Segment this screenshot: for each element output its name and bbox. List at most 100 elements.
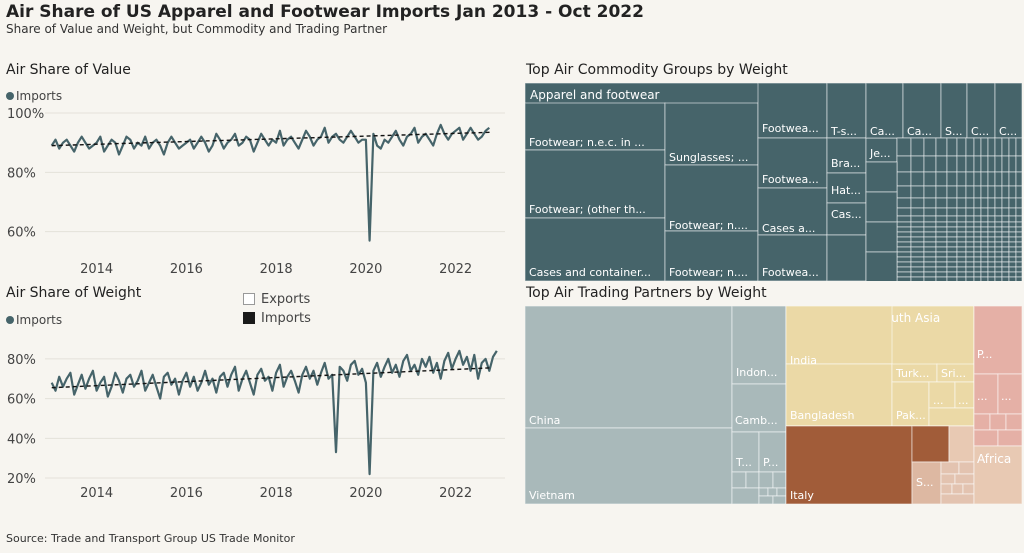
- treemap-cell[interactable]: [776, 487, 787, 497]
- treemap-cell[interactable]: [1001, 241, 1010, 248]
- treemap-cell[interactable]: [935, 231, 948, 238]
- treemap-cell[interactable]: [946, 221, 958, 228]
- treemap-cell[interactable]: [973, 306, 1022, 375]
- treemap-cell[interactable]: [965, 207, 975, 217]
- treemap-cell[interactable]: [1008, 266, 1017, 273]
- treemap-cell[interactable]: [1015, 155, 1022, 173]
- treemap-cell[interactable]: [973, 155, 982, 173]
- treemap-cell[interactable]: [923, 207, 937, 217]
- treemap-cell[interactable]: [1001, 236, 1010, 243]
- treemap-cell[interactable]: [973, 207, 982, 217]
- treemap-cell[interactable]: [965, 197, 975, 209]
- treemap-cell[interactable]: [987, 137, 996, 157]
- treemap-cell[interactable]: [1015, 185, 1022, 199]
- treemap-cell[interactable]: [946, 185, 958, 199]
- treemap-cell[interactable]: [987, 236, 996, 243]
- treemap-cell[interactable]: [980, 221, 989, 228]
- treemap-cell[interactable]: [935, 185, 948, 199]
- treemap-cell[interactable]: [1001, 207, 1010, 217]
- treemap-cell[interactable]: [965, 256, 975, 263]
- treemap-cell[interactable]: [1008, 215, 1017, 223]
- treemap-cell[interactable]: [1015, 221, 1022, 228]
- treemap-cell[interactable]: [994, 197, 1003, 209]
- treemap-cell[interactable]: [987, 266, 996, 273]
- treemap-cell[interactable]: [1015, 137, 1022, 157]
- treemap-cell[interactable]: [923, 256, 937, 263]
- treemap-cell[interactable]: [935, 236, 948, 243]
- treemap-cell[interactable]: [946, 241, 958, 248]
- treemap-cell[interactable]: [923, 171, 937, 187]
- treemap-cell[interactable]: [965, 276, 975, 281]
- treemap-cell[interactable]: [940, 461, 960, 475]
- treemap-cell[interactable]: [994, 271, 1003, 278]
- treemap-cell[interactable]: [987, 276, 996, 281]
- treemap-cell[interactable]: [980, 185, 989, 199]
- treemap-cell[interactable]: [785, 363, 893, 427]
- treemap-cell[interactable]: [1008, 197, 1017, 209]
- treemap-cell[interactable]: [896, 137, 912, 157]
- treemap-cell[interactable]: [980, 256, 989, 263]
- treemap-cell[interactable]: [923, 185, 937, 199]
- treemap-cell[interactable]: [1005, 413, 1022, 431]
- treemap-cell[interactable]: [910, 197, 925, 209]
- treemap-cell[interactable]: [940, 493, 975, 504]
- treemap-cell[interactable]: [935, 246, 948, 253]
- treemap-cell[interactable]: [923, 261, 937, 268]
- treemap-cell[interactable]: [997, 429, 1022, 447]
- treemap-cell[interactable]: [956, 215, 967, 223]
- treemap-cell[interactable]: [946, 251, 958, 258]
- treemap-cell[interactable]: [896, 155, 912, 173]
- treemap-cell[interactable]: [987, 197, 996, 209]
- treemap-cell[interactable]: [965, 266, 975, 273]
- treemap-cell[interactable]: [896, 246, 912, 253]
- treemap-cell[interactable]: [896, 221, 912, 228]
- treemap-cell[interactable]: [965, 261, 975, 268]
- treemap-cell[interactable]: [956, 171, 967, 187]
- treemap-cell[interactable]: [973, 271, 982, 278]
- treemap-cell[interactable]: [1015, 261, 1022, 268]
- treemap-cell[interactable]: [1015, 256, 1022, 263]
- treemap-cell[interactable]: [956, 155, 967, 173]
- treemap-cell[interactable]: [1001, 256, 1010, 263]
- treemap-cell[interactable]: [965, 221, 975, 228]
- treemap-cell[interactable]: [525, 102, 666, 151]
- treemap-cell[interactable]: [965, 241, 975, 248]
- treemap-cell[interactable]: [951, 483, 964, 495]
- treemap-cell[interactable]: [956, 251, 967, 258]
- exports-legend[interactable]: Exports: [243, 292, 310, 307]
- treemap-cell[interactable]: [910, 276, 925, 281]
- treemap-cell[interactable]: [910, 256, 925, 263]
- treemap-cell[interactable]: [994, 251, 1003, 258]
- treemap-cell[interactable]: [826, 83, 867, 139]
- treemap-cell[interactable]: [994, 137, 1003, 157]
- treemap-cell[interactable]: [896, 241, 912, 248]
- treemap-cell[interactable]: [1015, 271, 1022, 278]
- treemap-cell[interactable]: [956, 266, 967, 273]
- treemap-cell[interactable]: [935, 276, 948, 281]
- treemap-cell[interactable]: [965, 251, 975, 258]
- treemap-cell[interactable]: [987, 226, 996, 233]
- treemap-cell[interactable]: [896, 226, 912, 233]
- treemap-cell[interactable]: [745, 471, 760, 489]
- treemap-cell[interactable]: [973, 231, 982, 238]
- treemap-cell[interactable]: [987, 171, 996, 187]
- treemap-cell[interactable]: [980, 251, 989, 258]
- treemap-cell[interactable]: [935, 241, 948, 248]
- treemap-cell[interactable]: [826, 172, 867, 204]
- treemap-cell[interactable]: [1001, 246, 1010, 253]
- treemap-cell[interactable]: [994, 155, 1003, 173]
- treemap-cell[interactable]: [910, 271, 925, 278]
- treemap-cell[interactable]: [956, 271, 967, 278]
- treemap-cell[interactable]: [865, 221, 898, 253]
- treemap-cell[interactable]: [923, 236, 937, 243]
- treemap-cell[interactable]: [994, 185, 1003, 199]
- treemap-cell[interactable]: [923, 221, 937, 228]
- treemap-cell[interactable]: [923, 155, 937, 173]
- treemap-cell[interactable]: [865, 191, 898, 223]
- treemap-cell[interactable]: [980, 226, 989, 233]
- treemap-cell[interactable]: [987, 241, 996, 248]
- treemap-cell[interactable]: [928, 381, 956, 409]
- treemap-cell[interactable]: [965, 236, 975, 243]
- treemap-cell[interactable]: [980, 241, 989, 248]
- treemap-cell[interactable]: [973, 241, 982, 248]
